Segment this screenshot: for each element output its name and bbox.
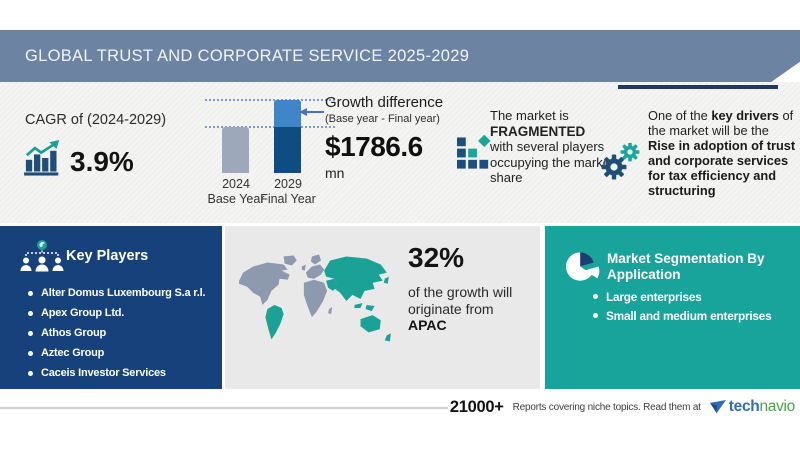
growth-difference-block: Growth difference (Base year - Final yea… xyxy=(325,94,460,181)
header-bar: GLOBAL TRUST AND CORPORATE SERVICE 2025-… xyxy=(0,30,800,82)
brand-navio: navio xyxy=(759,398,795,415)
key-players-panel: Key Players Alter Domus Luxembourg S.a r… xyxy=(0,226,222,389)
growth-title: Growth difference xyxy=(325,94,444,111)
fragmented-rest: with several players occupying the marke… xyxy=(490,139,614,185)
key-drivers-text: One of the key drivers of the market wil… xyxy=(648,108,798,198)
brand-tech: tech xyxy=(728,398,760,415)
drivers-mid: of the market will be the xyxy=(648,108,794,138)
arrow-left-icon xyxy=(299,108,307,116)
segmentation-title: Market Segmentation By Application xyxy=(607,251,765,282)
segmentation-item: Small and medium enterprises xyxy=(593,306,772,325)
bar-label-base: 2024 Base Year xyxy=(204,177,268,207)
key-player-item: Alter Domus Luxembourg S.a r.l. xyxy=(28,283,206,303)
key-player-item: Caceis Investor Services xyxy=(28,363,205,383)
fragmented-keyword: FRAGMENTED xyxy=(490,123,586,139)
fragmented-line1: The market is xyxy=(490,108,569,123)
growth-value: $1786.6 xyxy=(325,131,423,162)
key-players-title: Key Players xyxy=(66,248,149,264)
cagr-value: 3.9% xyxy=(70,146,134,177)
fragmented-squares-icon xyxy=(457,135,491,169)
market-segmentation-panel: Market Segmentation By Application Large… xyxy=(545,226,800,389)
growth-difference-segment xyxy=(274,100,301,127)
fragmented-text: The market is FRAGMENTED with several pl… xyxy=(490,108,614,186)
world-map xyxy=(239,254,391,342)
bullet-icon xyxy=(28,310,33,316)
segmentation-item: Large enterprises xyxy=(593,287,772,306)
key-player-item: Apex Group Ltd. xyxy=(28,303,205,323)
growth-subtitle: (Base year - Final year) xyxy=(325,113,440,125)
dotted-guide-mid xyxy=(205,126,335,128)
regional-growth-panel: 32% of the growth will originate from AP… xyxy=(225,226,540,389)
bar-chart-trend-icon xyxy=(24,140,60,176)
drivers-highlight: Rise in adoption of trust and corporate … xyxy=(648,138,796,198)
apac-region-label: APAC xyxy=(408,317,447,333)
cagr-label: CAGR of (2024-2029) xyxy=(25,112,167,128)
final-year-label: Final Year xyxy=(260,192,316,206)
drivers-prefix: One of the xyxy=(648,108,712,123)
bullet-icon xyxy=(593,313,598,318)
stats-band xyxy=(0,82,800,223)
page-title: GLOBAL TRUST AND CORPORATE SERVICE 2025-… xyxy=(25,46,470,65)
key-player-item: Athos Group xyxy=(28,323,205,343)
growth-unit: mn xyxy=(325,165,345,181)
bar-label-final: 2029 Final Year xyxy=(256,177,320,207)
bullet-icon xyxy=(28,370,33,376)
bullet-icon xyxy=(593,294,598,299)
apac-growth-text: of the growth will originate from APAC xyxy=(408,284,513,333)
drivers-keyword: key drivers xyxy=(711,108,779,123)
bullet-icon xyxy=(28,330,33,336)
bullet-icon xyxy=(28,350,33,356)
footer: 21000+ Reports covering niche topics. Re… xyxy=(380,396,795,418)
final-year: 2029 xyxy=(274,177,302,191)
drivers-top-rule xyxy=(618,85,778,89)
technavio-arrow-icon xyxy=(709,399,726,413)
footer-divider xyxy=(0,407,448,409)
footer-text: Reports covering niche topics. Read them… xyxy=(512,401,701,413)
bar-2024 xyxy=(222,127,249,173)
dotted-guide-top xyxy=(205,99,335,101)
key-player-item: Aztec Group xyxy=(28,343,205,363)
bullet-icon xyxy=(28,290,33,296)
base-year-label: Base Year xyxy=(207,192,265,206)
segmentation-list: Large enterprises Small and medium enter… xyxy=(593,287,772,325)
report-count: 21000+ xyxy=(449,397,504,416)
bar-2029 xyxy=(274,100,301,173)
arrow-line xyxy=(306,111,324,113)
technavio-logo: tech navio xyxy=(709,398,795,416)
key-players-list: Alter Domus Luxembourg S.a r.l. Apex Gro… xyxy=(28,283,206,383)
org-chart-people-icon xyxy=(20,240,64,272)
pie-chart-icon xyxy=(565,252,600,281)
base-year: 2024 xyxy=(222,177,250,191)
gears-icon xyxy=(601,143,640,180)
apac-percent: 32% xyxy=(408,242,465,273)
